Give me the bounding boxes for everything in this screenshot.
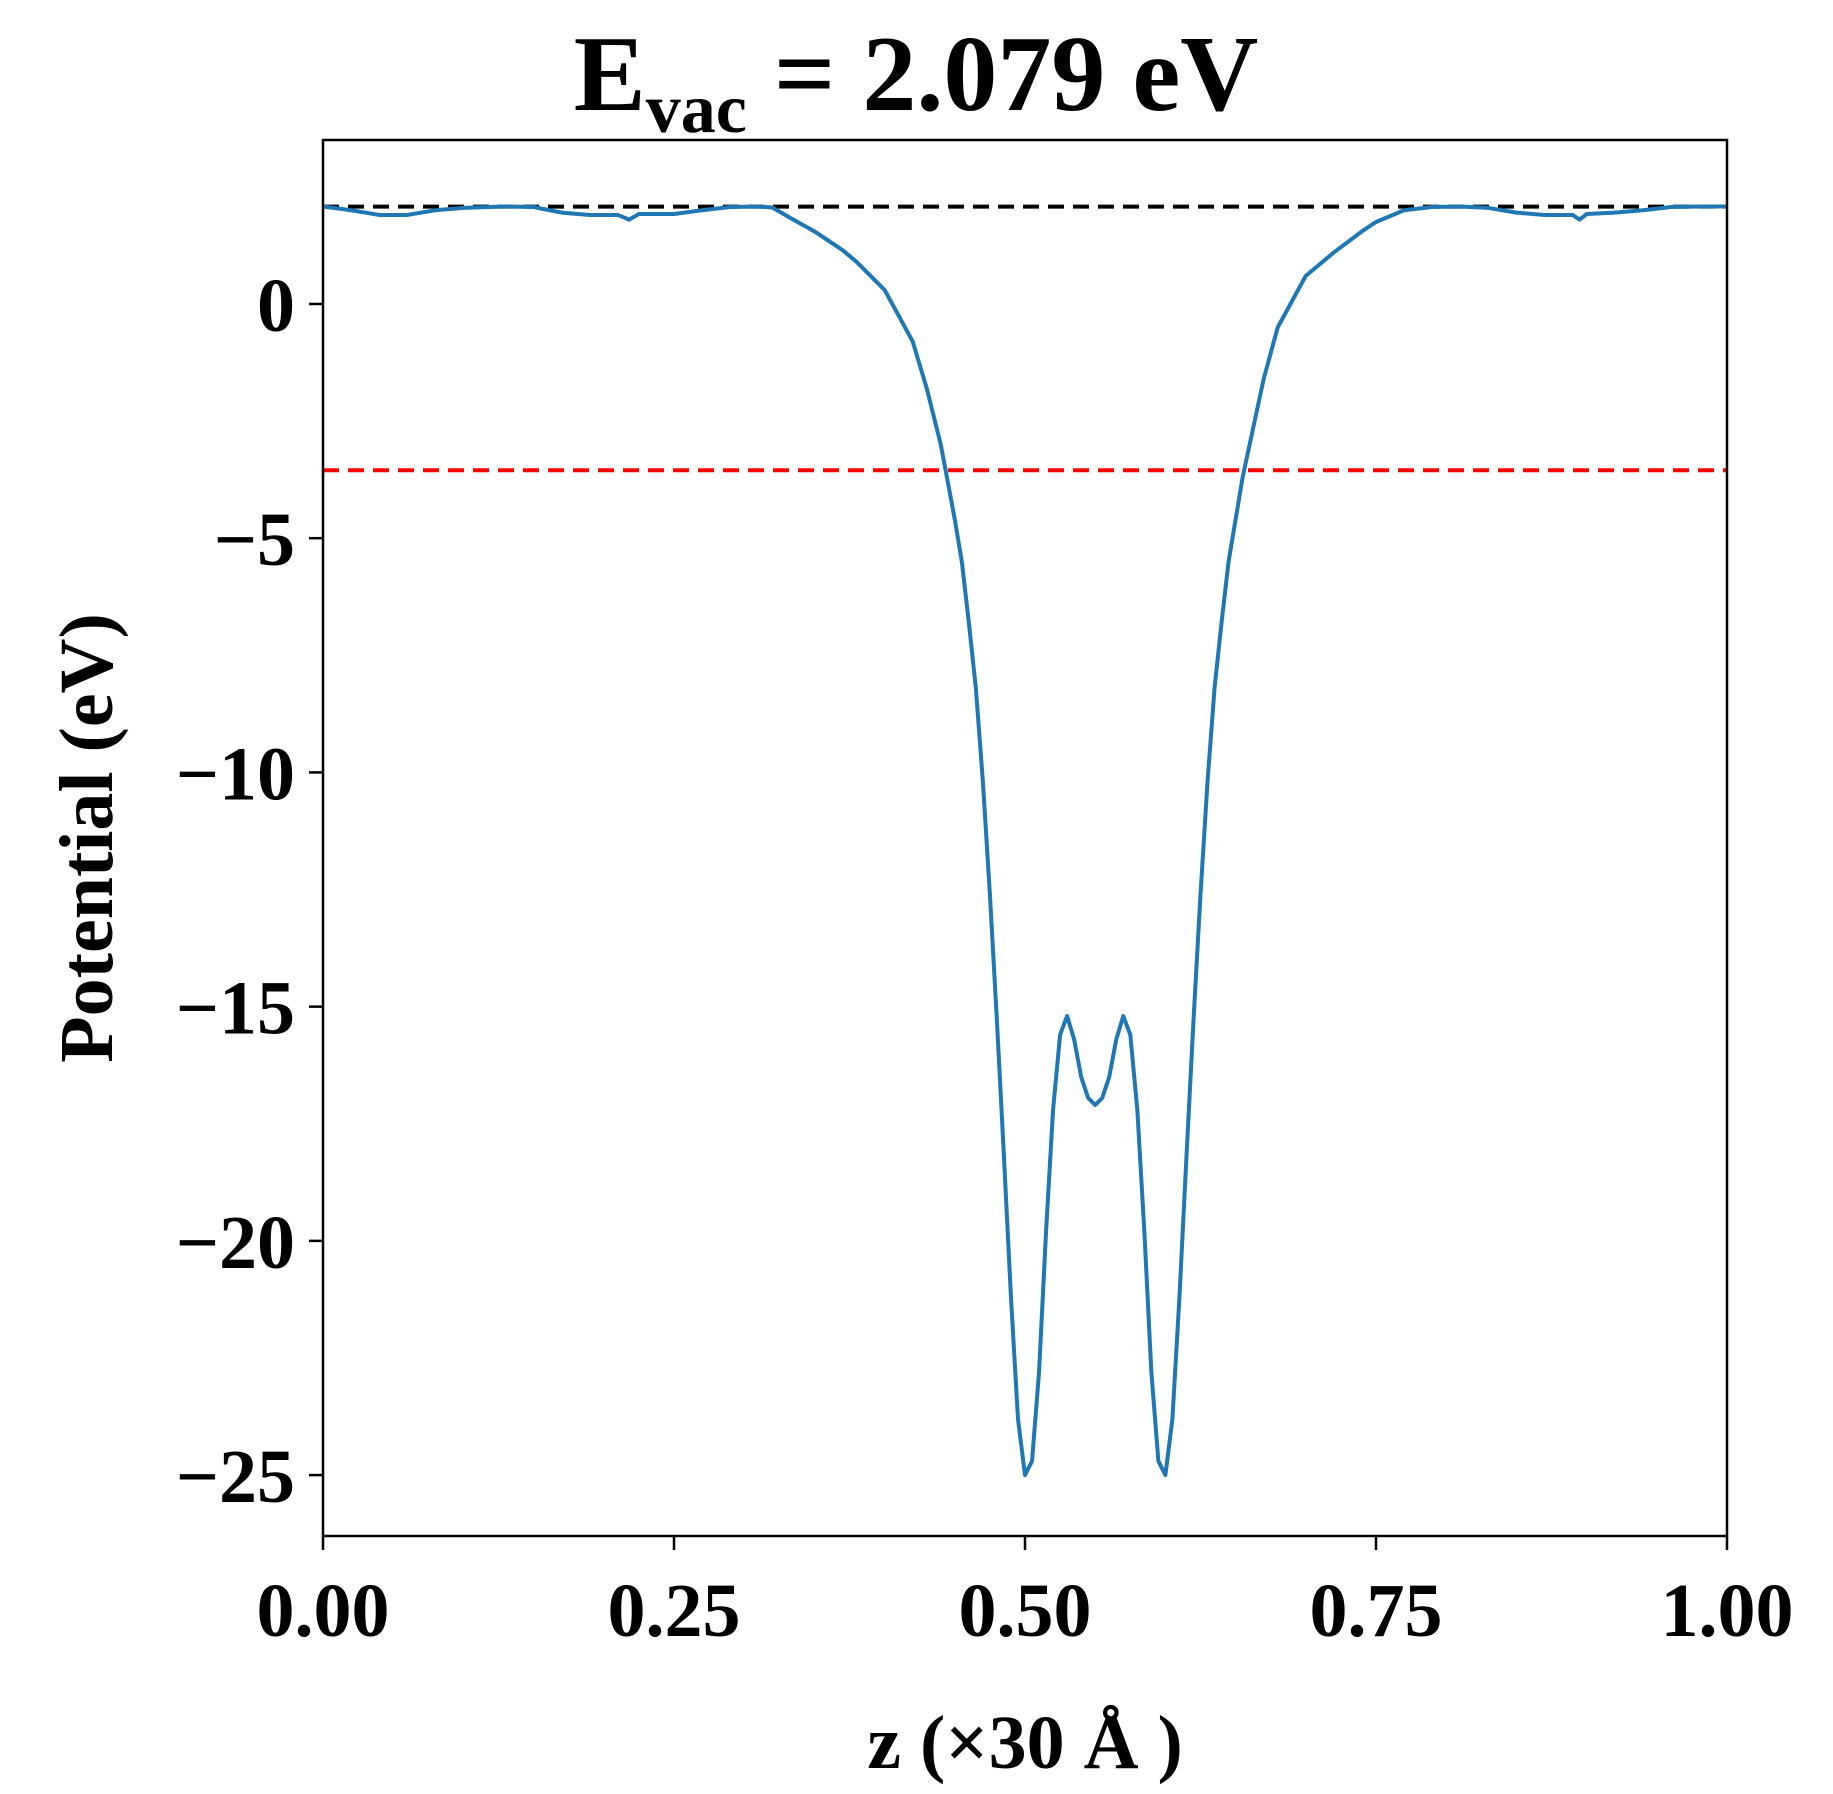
y-tick-label: 0 bbox=[257, 264, 295, 348]
chart-title-subscript: vac bbox=[646, 71, 747, 148]
x-tick-label: 0.50 bbox=[959, 1569, 1092, 1653]
y-tick-label: −5 bbox=[214, 498, 295, 582]
y-tick-label: −20 bbox=[176, 1201, 295, 1285]
series-layer bbox=[323, 204, 1727, 1478]
x-tick-label: 0.25 bbox=[608, 1569, 741, 1653]
chart-title-prefix: E bbox=[574, 15, 646, 134]
y-axis: 0 −5 −10 −15 −20 −25 bbox=[176, 264, 323, 1519]
x-tick-label: 0.75 bbox=[1310, 1569, 1443, 1653]
y-tick-label: −15 bbox=[176, 967, 295, 1051]
y-axis-label: Potential (eV) bbox=[45, 613, 129, 1063]
series-line-0 bbox=[323, 204, 1727, 1478]
y-tick-label: −25 bbox=[176, 1435, 295, 1519]
x-axis-label: z (×30 Å ) bbox=[867, 1701, 1183, 1785]
reference-lines bbox=[323, 204, 1727, 473]
chart-title: Evac = 2.079 eV bbox=[574, 15, 1259, 148]
x-axis: 0.00 0.25 0.50 0.75 1.00 bbox=[257, 1536, 1794, 1653]
y-tick-label: −10 bbox=[176, 732, 295, 816]
x-tick-label: 0.00 bbox=[257, 1569, 390, 1653]
x-tick-label: 1.00 bbox=[1661, 1569, 1794, 1653]
plot-frame bbox=[321, 138, 1729, 1538]
chart-title-suffix: = 2.079 eV bbox=[747, 15, 1258, 134]
